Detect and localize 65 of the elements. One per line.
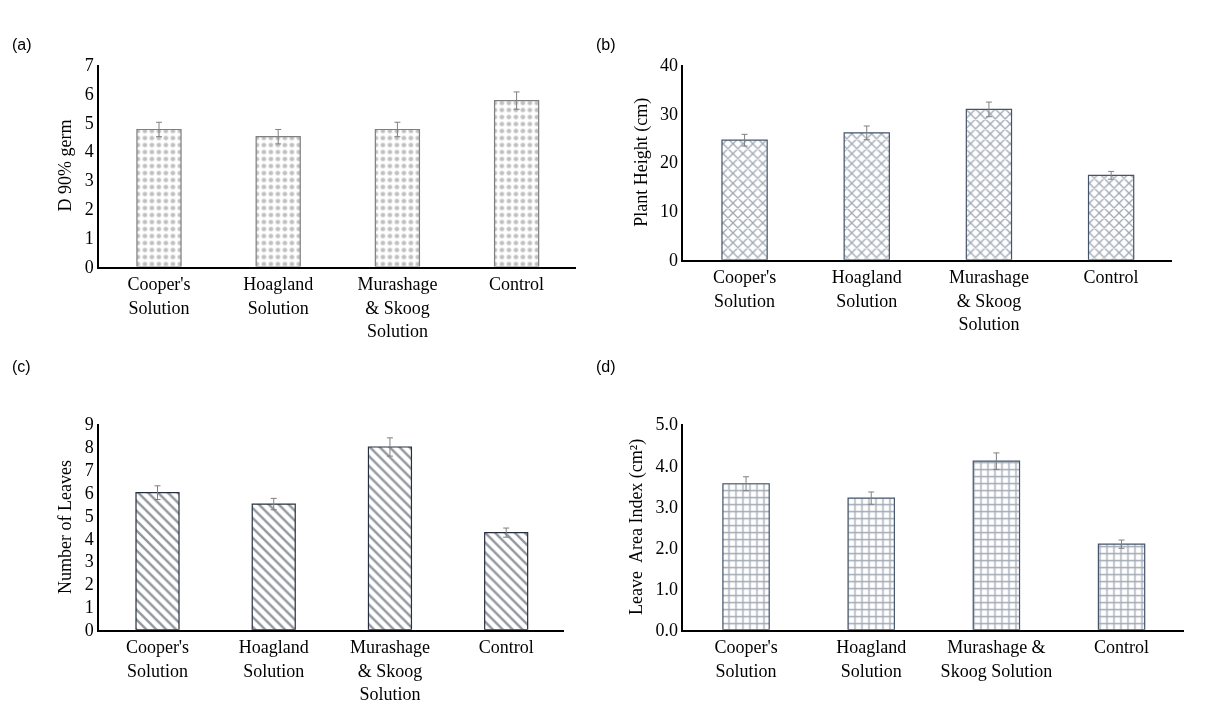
y-tick-label: 2 [84, 574, 94, 595]
chart-title: (b) [596, 36, 616, 53]
y-tick-label: 4.0 [655, 455, 678, 476]
x-tick-label: Cooper's Solution [712, 267, 777, 311]
bar [965, 108, 1013, 260]
bar [722, 483, 770, 630]
chart-title: (d) [596, 358, 616, 375]
x-tick-label: Murashage & Skoog Solution [948, 267, 1029, 335]
x-tick-label: Cooper's Solution [125, 637, 190, 681]
y-tick-label: 30 [659, 103, 678, 124]
y-tick-label: 5 [84, 505, 94, 526]
bar [135, 492, 180, 630]
x-tick-label: Murashage & Skoog Solution [349, 637, 430, 705]
y-tick-label: 2 [84, 199, 94, 220]
bar [972, 460, 1021, 630]
y-tick-label: 8 [84, 437, 94, 458]
y-tick-label: 0 [84, 619, 94, 640]
y-tick-label: 1 [84, 597, 94, 618]
y-tick-label: 0 [668, 250, 678, 271]
x-tick-label: Cooper's Solution [714, 637, 778, 681]
x-tick-label: Hoagland Solution [243, 274, 314, 318]
y-tick-label: 6 [84, 482, 94, 503]
bar [1097, 543, 1146, 630]
bar [251, 503, 296, 630]
y-tick-label: 1.0 [655, 578, 678, 599]
y-tick-label: 9 [84, 414, 94, 435]
y-tick-label: 4 [84, 528, 94, 549]
x-tick-label: Control [489, 274, 545, 295]
x-tick-label: Hoagland Solution [238, 637, 309, 681]
x-tick-label: Murashage & Skoog Solution [357, 274, 438, 341]
chart-title: (c) [12, 358, 31, 375]
y-axis-title: Leave Area Index (cm²) [626, 438, 648, 616]
y-tick-label: 0 [84, 256, 94, 277]
x-tick-label: Hoagland Solution [831, 267, 902, 311]
bar [843, 132, 890, 260]
bar [721, 139, 768, 260]
y-tick-label: 3.0 [655, 496, 678, 517]
y-axis-title: D 90% germ [55, 119, 76, 212]
y-tick-label: 5.0 [655, 414, 678, 435]
bar [1087, 174, 1135, 260]
x-tick-label: Control [478, 637, 534, 658]
y-tick-label: 40 [659, 54, 678, 75]
y-tick-label: 6 [84, 83, 94, 104]
bar [847, 497, 895, 630]
y-tick-label: 3 [84, 170, 94, 191]
y-axis-title: Plant Height (cm) [630, 97, 652, 227]
bar [484, 532, 529, 630]
y-axis-title: Number of Leaves [55, 459, 76, 594]
y-tick-label: 7 [84, 54, 94, 75]
y-tick-label: 3 [84, 551, 94, 572]
y-tick-label: 4 [84, 141, 94, 162]
y-tick-label: 5 [84, 112, 94, 133]
x-tick-label: Hoagland Solution [836, 637, 907, 681]
y-tick-label: 7 [84, 460, 94, 481]
x-tick-label: Murashage & Skoog Solution [940, 637, 1053, 681]
x-tick-label: Cooper's Solution [127, 274, 191, 318]
y-tick-label: 1 [84, 228, 94, 249]
y-tick-label: 0.0 [655, 619, 678, 640]
y-tick-label: 10 [659, 201, 678, 222]
y-tick-label: 20 [659, 152, 678, 173]
x-tick-label: Control [1094, 637, 1150, 658]
x-tick-label: Control [1083, 267, 1139, 288]
bar [367, 446, 413, 630]
chart-title: (a) [12, 36, 32, 53]
y-tick-label: 2.0 [655, 537, 678, 558]
